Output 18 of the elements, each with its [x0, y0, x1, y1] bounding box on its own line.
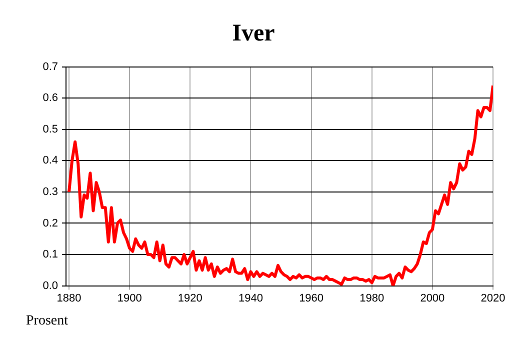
- y-tick-label: 0.3: [42, 186, 58, 198]
- x-tick-label: 1980: [360, 292, 384, 304]
- x-tick-label: 1960: [299, 292, 324, 304]
- x-tick-label: 1920: [178, 292, 202, 304]
- x-tick-label: 1900: [117, 292, 142, 304]
- x-tick-label: 2020: [480, 292, 506, 304]
- y-tick-label: 0.4: [42, 154, 58, 167]
- y-tick-label: 0.0: [42, 280, 58, 292]
- chart-title: Iver: [232, 20, 276, 47]
- y-tick-label: 0.6: [42, 92, 58, 104]
- y-tick-label: 0.2: [42, 217, 58, 230]
- y-tick-label: 0.1: [42, 248, 58, 261]
- x-tick-label: 1940: [238, 292, 263, 304]
- y-tick-label: 0.7: [42, 60, 58, 73]
- y-tick-label: 0.5: [42, 123, 58, 136]
- x-tick-label: 2000: [420, 292, 445, 304]
- x-tick-label: 1880: [56, 292, 82, 304]
- y-axis-title: Prosent: [26, 313, 68, 328]
